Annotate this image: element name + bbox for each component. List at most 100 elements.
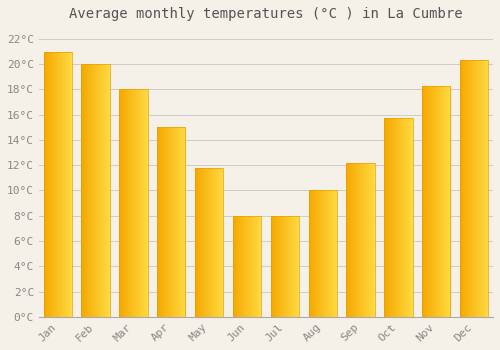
Bar (372, 163, 373, 317)
Bar (399, 119, 400, 317)
Bar (86, 64, 87, 317)
Bar (58, 51, 59, 317)
Bar (359, 163, 360, 317)
Bar (387, 119, 388, 317)
Bar (468, 61, 469, 317)
Bar (137, 90, 138, 317)
Bar (472, 61, 473, 317)
Bar (289, 216, 290, 317)
Bar (237, 216, 238, 317)
Bar (331, 190, 332, 317)
Bar (238, 216, 239, 317)
Bar (285, 216, 286, 317)
Bar (270, 216, 299, 317)
Bar (429, 86, 430, 317)
Bar (202, 168, 203, 317)
Bar (127, 90, 128, 317)
Bar (126, 90, 128, 317)
Bar (236, 216, 237, 317)
Bar (178, 127, 179, 317)
Bar (362, 163, 363, 317)
Bar (410, 119, 411, 317)
Bar (292, 216, 293, 317)
Bar (169, 127, 170, 317)
Bar (449, 86, 450, 317)
Bar (221, 168, 222, 317)
Bar (163, 127, 164, 317)
Bar (294, 216, 295, 317)
Bar (176, 127, 177, 317)
Bar (296, 216, 297, 317)
Bar (348, 163, 350, 317)
Bar (62, 51, 63, 317)
Bar (119, 90, 148, 317)
Bar (256, 216, 258, 317)
Bar (317, 190, 318, 317)
Bar (218, 168, 219, 317)
Bar (366, 163, 367, 317)
Bar (484, 61, 485, 317)
Bar (46, 51, 47, 317)
Bar (61, 51, 62, 317)
Bar (195, 168, 196, 317)
Bar (485, 61, 486, 317)
Bar (206, 168, 207, 317)
Bar (135, 90, 136, 317)
Bar (94, 64, 95, 317)
Bar (139, 90, 140, 317)
Bar (67, 51, 68, 317)
Bar (464, 61, 465, 317)
Bar (132, 90, 133, 317)
Bar (205, 168, 206, 317)
Bar (288, 216, 289, 317)
Bar (273, 216, 274, 317)
Bar (234, 216, 235, 317)
Bar (462, 61, 463, 317)
Bar (430, 86, 431, 317)
Bar (257, 216, 258, 317)
Bar (180, 127, 181, 317)
Bar (402, 119, 403, 317)
Bar (286, 216, 287, 317)
Bar (477, 61, 478, 317)
Bar (291, 216, 292, 317)
Bar (367, 163, 368, 317)
Bar (119, 90, 120, 317)
Bar (210, 168, 211, 317)
Bar (128, 90, 129, 317)
Bar (282, 216, 283, 317)
Bar (318, 190, 319, 317)
Bar (170, 127, 171, 317)
Bar (59, 51, 60, 317)
Bar (434, 86, 435, 317)
Bar (53, 51, 54, 317)
Bar (408, 119, 410, 317)
Bar (247, 216, 248, 317)
Bar (89, 64, 90, 317)
Bar (293, 216, 294, 317)
Bar (392, 119, 394, 317)
Bar (195, 168, 224, 317)
Bar (131, 90, 132, 317)
Bar (425, 86, 426, 317)
Bar (479, 61, 480, 317)
Bar (280, 216, 281, 317)
Bar (389, 119, 390, 317)
Bar (398, 119, 399, 317)
Bar (183, 127, 184, 317)
Bar (271, 216, 272, 317)
Bar (100, 64, 102, 317)
Bar (388, 119, 389, 317)
Bar (329, 190, 330, 317)
Bar (404, 119, 406, 317)
Bar (65, 51, 66, 317)
Bar (107, 64, 108, 317)
Bar (385, 119, 386, 317)
Bar (242, 216, 243, 317)
Bar (161, 127, 162, 317)
Bar (250, 216, 251, 317)
Bar (235, 216, 236, 317)
Bar (254, 216, 255, 317)
Bar (322, 190, 323, 317)
Bar (433, 86, 434, 317)
